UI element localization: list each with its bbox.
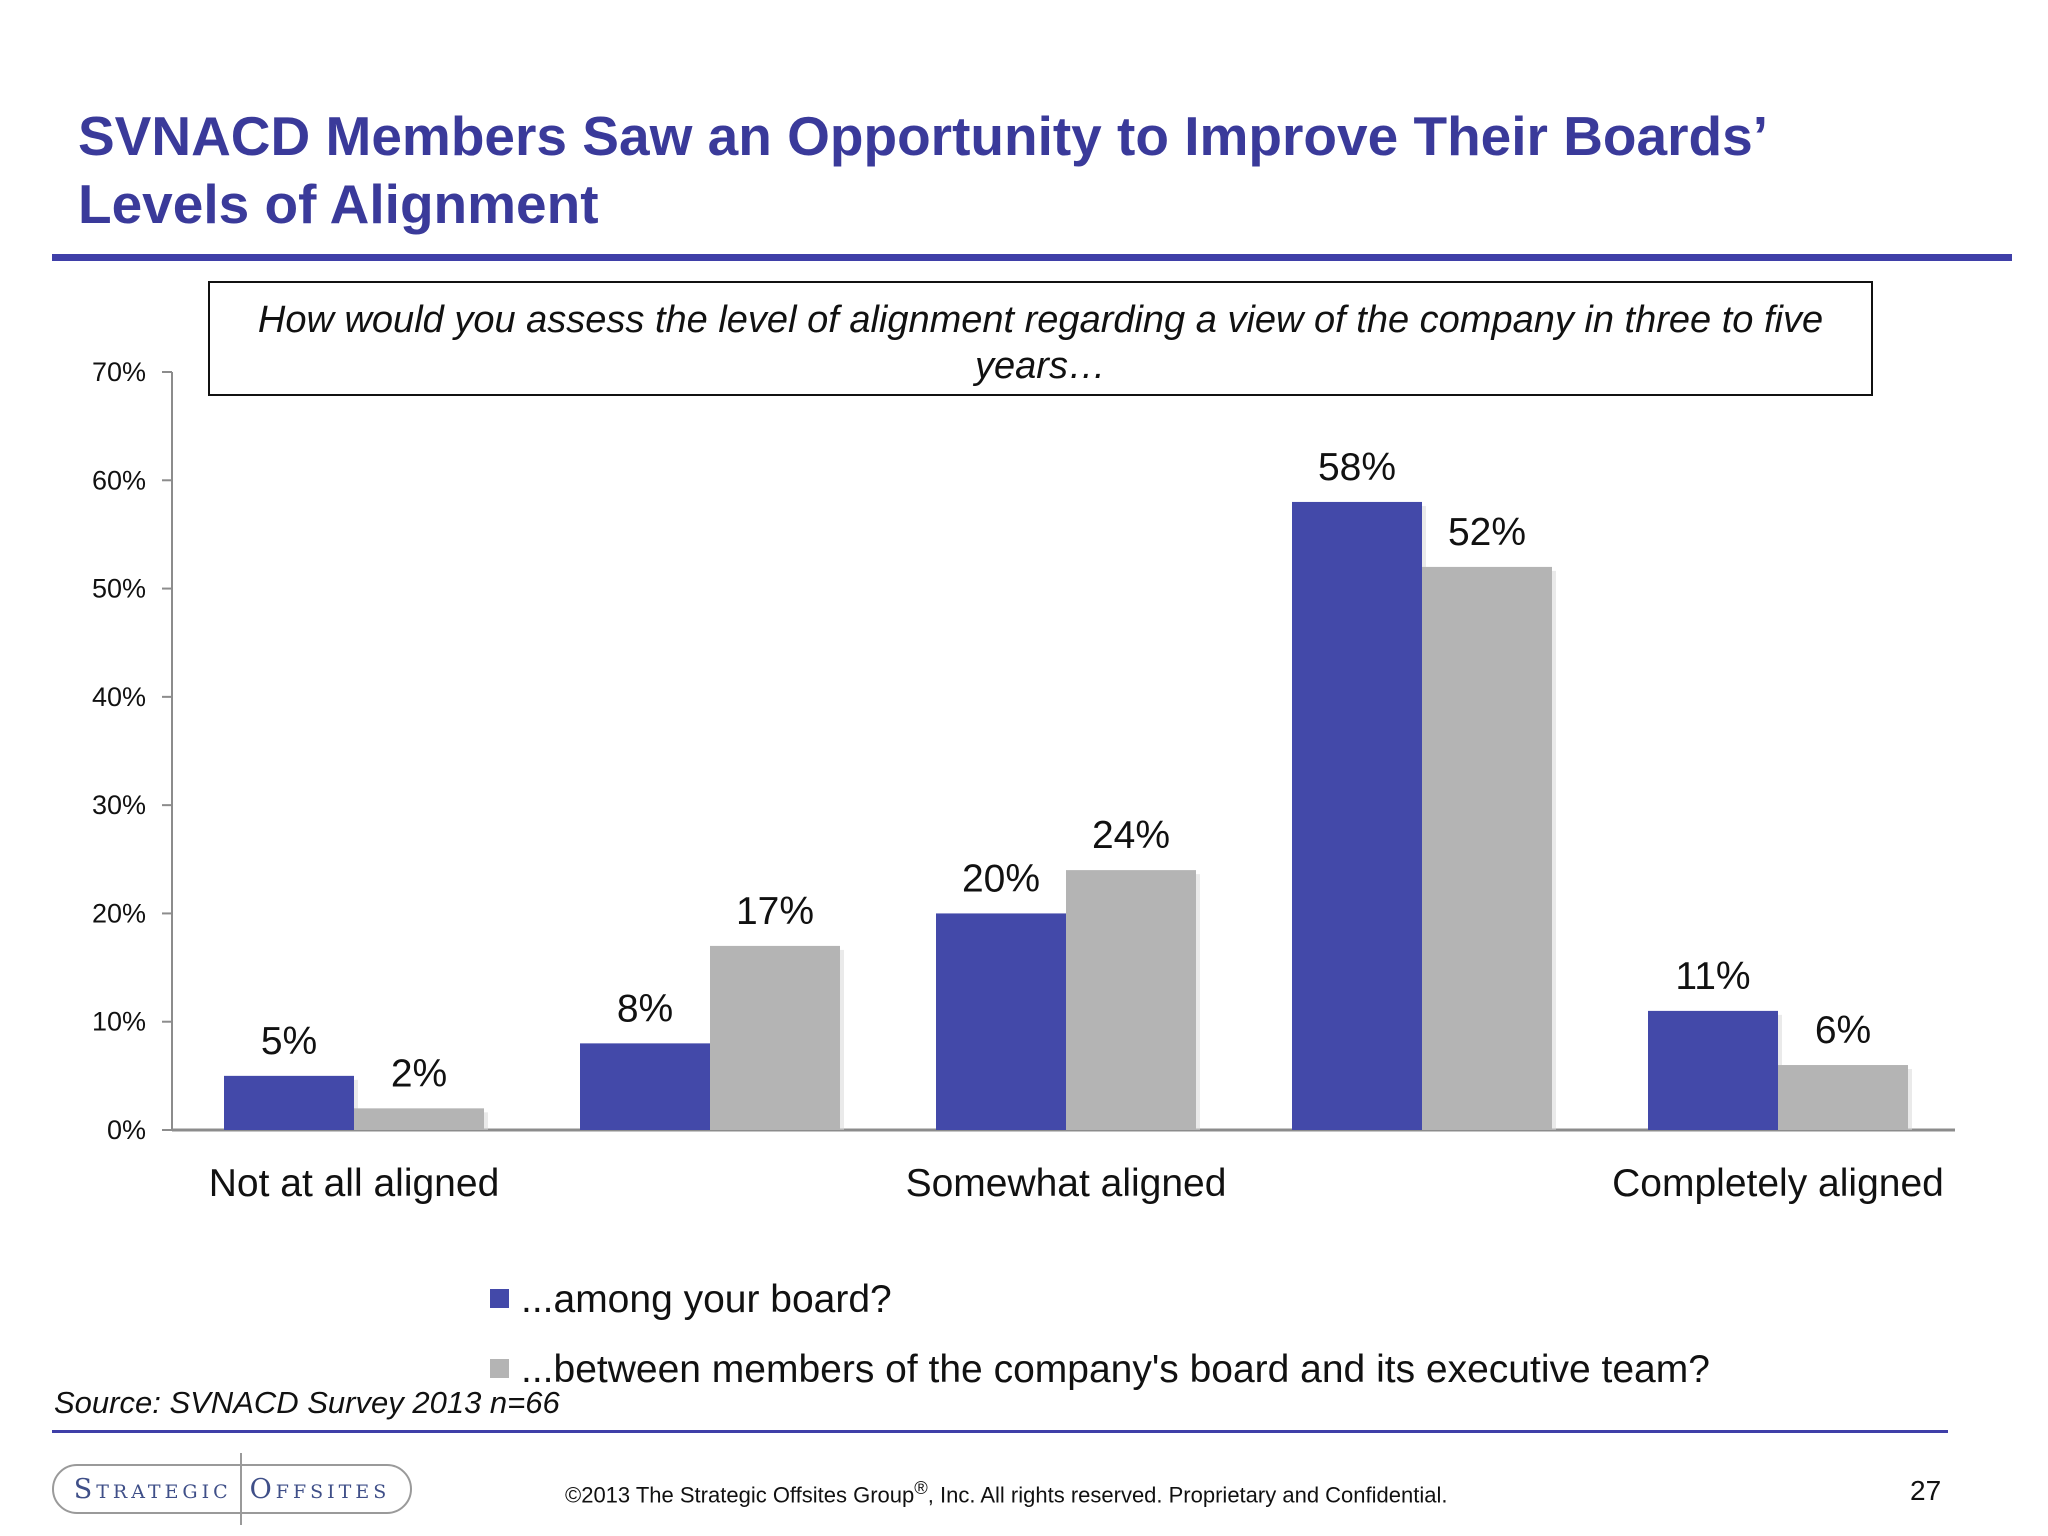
bar-data-label: 17% <box>736 890 814 933</box>
legend-item-board-exec: ...between members of the company's boar… <box>490 1335 1710 1405</box>
page-number: 27 <box>1910 1475 1942 1506</box>
logo-word-left: Strategic <box>73 1473 232 1505</box>
title-line-2: Levels of Alignment <box>78 173 599 235</box>
source-note: Source: SVNACD Survey 2013 n=66 <box>54 1385 560 1420</box>
bar-data-label: 8% <box>617 987 673 1030</box>
chart-legend: ...among your board? ...between members … <box>490 1265 1710 1405</box>
legend-label-board: ...among your board? <box>521 1278 892 1321</box>
legend-label-board-exec: ...between members of the company's boar… <box>521 1348 1710 1391</box>
legend-swatch-board-exec <box>490 1358 509 1378</box>
bar <box>1648 1010 1778 1130</box>
x-category-label: Not at all aligned <box>209 1162 500 1205</box>
y-tick-label: 60% <box>92 465 146 495</box>
bar <box>710 945 840 1130</box>
bar <box>1066 870 1196 1130</box>
bar <box>1292 501 1422 1130</box>
title-divider <box>52 254 2012 261</box>
strategic-offsites-logo: Strategic Offsites <box>52 1453 412 1525</box>
question-box: How would you assess the level of alignm… <box>208 281 1873 396</box>
y-tick-label: 70% <box>92 357 146 387</box>
bar-data-label: 58% <box>1318 446 1396 489</box>
footer-divider <box>52 1430 1948 1433</box>
copyright-notice: ©2013 The Strategic Offsites Group®, Inc… <box>565 1477 1447 1508</box>
title-line-1: SVNACD Members Saw an Opportunity to Imp… <box>78 105 1768 167</box>
y-tick-label: 50% <box>92 574 146 604</box>
y-tick-label: 0% <box>107 1115 146 1145</box>
copyright-prefix: ©2013 The Strategic Offsites Group <box>565 1482 915 1508</box>
bar-data-label: 20% <box>962 857 1040 900</box>
legend-swatch-board <box>490 1288 509 1308</box>
bar-data-label: 5% <box>261 1020 317 1063</box>
bar <box>580 1043 710 1130</box>
bar-chart: 0% 10% 20% 30% 40% 50% 60% 70% 5% 2% Not at all al… <box>92 357 1955 1205</box>
y-tick-label: 30% <box>92 790 146 820</box>
legend-item-board: ...among your board? <box>490 1265 1710 1335</box>
y-tick-label: 20% <box>92 898 146 928</box>
logo-word-right: Offsites <box>249 1473 391 1505</box>
bar-data-label: 24% <box>1092 814 1170 857</box>
x-category-label: Somewhat aligned <box>906 1162 1227 1205</box>
logo-divider <box>239 1453 242 1525</box>
x-category-label: Completely aligned <box>1612 1162 1944 1205</box>
bar <box>1422 566 1552 1130</box>
slide-title: SVNACD Members Saw an Opportunity to Imp… <box>78 102 1978 238</box>
bar-data-label: 6% <box>1815 1009 1871 1052</box>
registered-mark: ® <box>914 1477 928 1498</box>
question-text: How would you assess the level of alignm… <box>257 299 1824 387</box>
bar-data-label: 2% <box>391 1052 447 1095</box>
bar <box>1778 1065 1908 1130</box>
bar <box>354 1108 484 1130</box>
bar <box>224 1075 354 1130</box>
copyright-suffix: , Inc. All rights reserved. Proprietary … <box>927 1482 1448 1508</box>
y-tick-label: 40% <box>92 682 146 712</box>
bar-data-label: 11% <box>1675 955 1750 998</box>
y-tick-label: 10% <box>92 1007 146 1037</box>
bar-data-label: 52% <box>1448 511 1526 554</box>
bar <box>936 913 1066 1130</box>
